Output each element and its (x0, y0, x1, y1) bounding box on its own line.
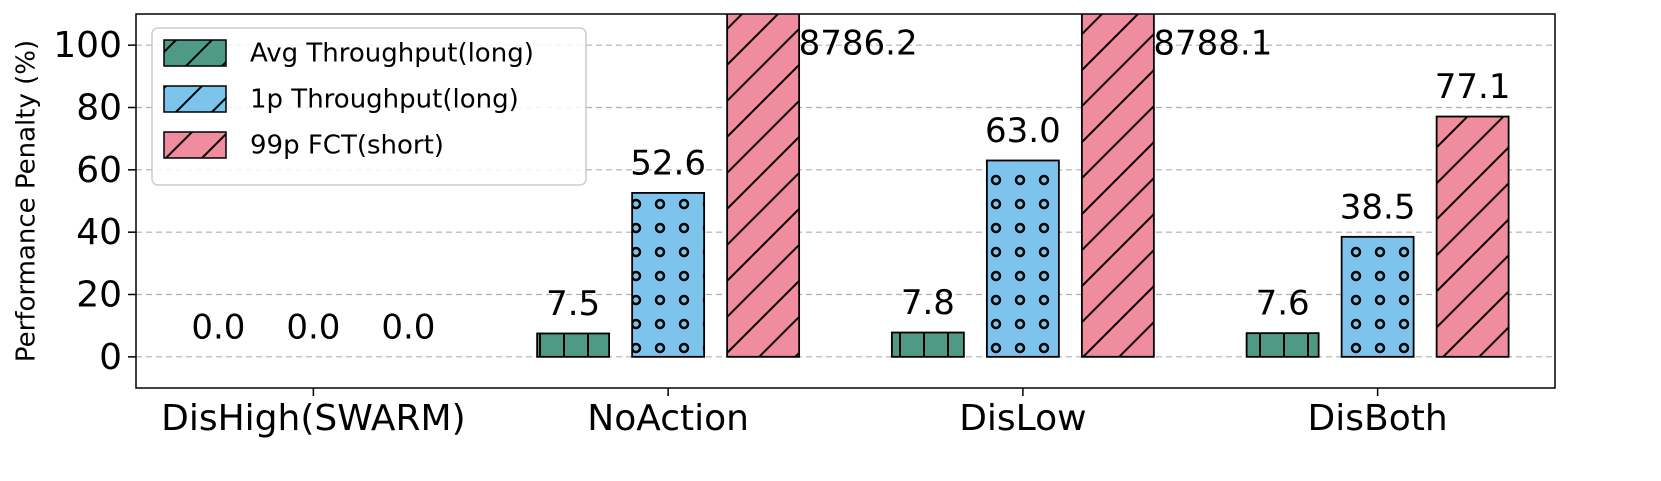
bar (1340, 235, 1415, 358)
y-tick-label: 40 (76, 212, 122, 253)
x-tick-label: DisHigh(SWARM) (161, 398, 466, 439)
value-label: 38.5 (1340, 187, 1416, 227)
bars (536, 14, 1510, 358)
bar (1435, 115, 1510, 358)
bar (536, 332, 611, 358)
legend-swatch (163, 131, 227, 159)
y-tick-label: 100 (53, 25, 122, 66)
legend-swatch (163, 39, 227, 67)
legend-box (151, 27, 587, 186)
value-label: 8788.1 (1153, 24, 1272, 64)
value-label: 52.6 (630, 143, 706, 183)
legend-label: 99p FCT(short) (250, 131, 444, 161)
y-tick-label: 0 (99, 337, 122, 378)
value-label: 0.0 (191, 307, 245, 347)
value-label: 0.0 (286, 307, 340, 347)
bar (1080, 14, 1155, 358)
y-tick-label: 20 (76, 275, 122, 316)
plot-frame (135, 13, 1556, 389)
y-tick-label: 60 (76, 150, 122, 191)
value-label: 0.0 (381, 307, 435, 347)
value-label: 7.8 (901, 283, 955, 323)
bar (890, 331, 965, 358)
bar (726, 14, 801, 358)
bar (631, 191, 706, 358)
value-label: 7.6 (1256, 284, 1310, 324)
value-label: 63.0 (985, 111, 1061, 151)
value-label: 8786.2 (799, 24, 918, 64)
bar (1245, 332, 1320, 358)
x-tick-label: DisLow (959, 398, 1086, 439)
x-tick-label: DisBoth (1308, 398, 1448, 439)
x-tick-label: NoAction (587, 398, 749, 439)
value-label: 7.5 (546, 284, 600, 324)
bar (985, 159, 1060, 358)
y-axis-label: Performance Penalty (%) (12, 40, 42, 362)
value-label: 77.1 (1435, 67, 1511, 107)
legend-swatch (163, 85, 227, 113)
legend-label: Avg Throughput(long) (250, 39, 534, 69)
legend-label: 1p Throughput(long) (250, 85, 519, 115)
y-tick-label: 80 (76, 88, 122, 129)
